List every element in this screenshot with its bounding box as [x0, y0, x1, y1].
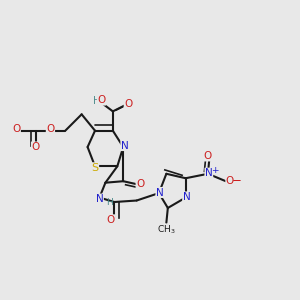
Text: N: N — [96, 194, 103, 204]
Text: O: O — [226, 176, 234, 186]
Text: N: N — [205, 168, 213, 178]
Text: O: O — [32, 142, 40, 152]
Text: O: O — [124, 99, 132, 109]
Text: O: O — [98, 95, 106, 105]
Text: O: O — [204, 151, 212, 161]
Text: O: O — [46, 124, 55, 134]
Text: H: H — [106, 197, 113, 206]
Text: O: O — [136, 179, 144, 189]
Text: CH$_3$: CH$_3$ — [157, 224, 176, 236]
Text: N: N — [121, 140, 129, 151]
Text: −: − — [232, 174, 242, 187]
Text: O: O — [12, 124, 20, 134]
Text: +: + — [211, 166, 218, 175]
Text: N: N — [156, 188, 164, 197]
Text: S: S — [92, 163, 99, 173]
Text: O: O — [106, 215, 115, 225]
Text: N: N — [183, 192, 190, 202]
Text: H: H — [93, 96, 100, 106]
